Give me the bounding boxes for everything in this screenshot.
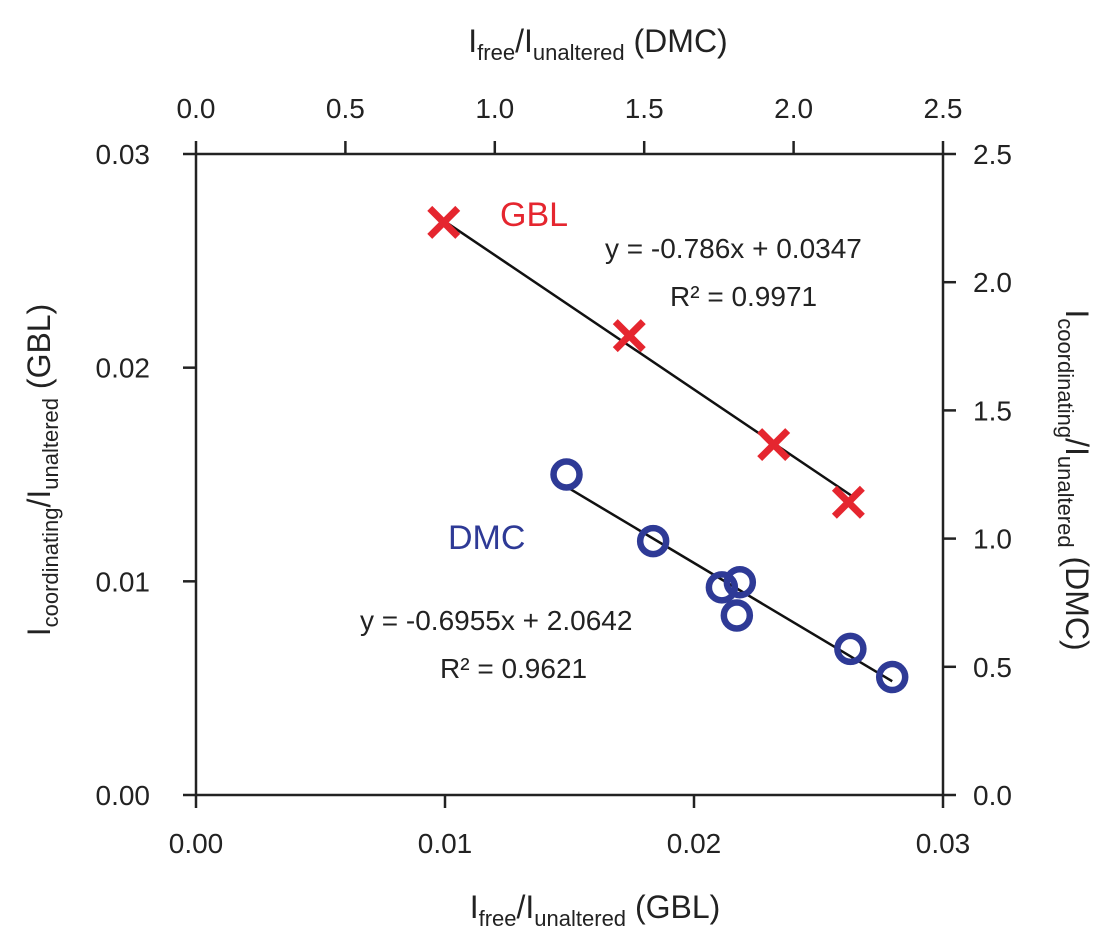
dmc-data-point [636, 524, 670, 558]
bottom-axis-tick-label: 0.01 [418, 828, 473, 859]
left-axis-tick-label: 0.00 [96, 780, 151, 811]
top-axis-tick-label: 2.5 [924, 93, 963, 124]
dmc-data-point [723, 565, 757, 599]
y-axis-title-left: Icoordinating/Iunaltered (GBL) [21, 304, 63, 637]
right-axis-tick-label: 0.0 [973, 780, 1012, 811]
dmc-data-point [875, 660, 909, 694]
dmc-data-point [720, 599, 754, 632]
right-axis-tick-label: 2.0 [973, 267, 1012, 298]
dmc-series-label: DMC [448, 519, 525, 557]
x-axis-title-bottom: Ifree/Iunaltered (GBL) [470, 889, 721, 931]
dmc-data-point [550, 458, 583, 491]
left-axis-tick-label: 0.03 [96, 139, 151, 170]
dmc-data-point [834, 632, 867, 666]
y-axis-title-right: Icoordinating/Iunaltered (DMC) [1053, 309, 1095, 650]
plot-frame [194, 152, 945, 797]
top-axis-tick-label: 1.5 [625, 93, 664, 124]
top-axis-tick-label: 2.0 [774, 93, 813, 124]
gbl-fit-r2: R² = 0.9971 [670, 281, 817, 312]
gbl-data-point [757, 428, 791, 462]
axis-ticks [183, 141, 956, 808]
data-markers [427, 205, 909, 694]
dmc-fit-equation: y = -0.6955x + 2.0642 [360, 605, 632, 636]
gbl-fit-equation: y = -0.786x + 0.0347 [605, 233, 862, 264]
bottom-axis-tick-label: 0.03 [916, 828, 971, 859]
dmc-data-point [705, 571, 739, 604]
x-axis-title-top: Ifree/Iunaltered (DMC) [468, 23, 727, 65]
top-axis-tick-label: 0.5 [326, 93, 365, 124]
right-axis-tick-label: 1.5 [973, 395, 1012, 426]
bottom-axis-tick-label: 0.00 [169, 828, 224, 859]
left-axis-tick-label: 0.01 [96, 566, 151, 597]
right-axis-tick-label: 0.5 [973, 652, 1012, 683]
gbl-series-label: GBL [500, 196, 568, 234]
dmc-fit-r2: R² = 0.9621 [440, 653, 587, 684]
gbl-data-point [427, 205, 461, 239]
gbl-data-point [612, 319, 646, 353]
bottom-axis-tick-label: 0.02 [667, 828, 722, 859]
right-axis-tick-label: 1.0 [973, 524, 1012, 555]
axis-tick-labels: 0.00 0.01 0.02 0.030.0 0.5 1.0 1.5 2.0 2.50.000.… [96, 93, 1012, 859]
right-axis-tick-label: 2.5 [973, 139, 1012, 170]
gbl-data-point [831, 485, 865, 519]
plot-border [194, 152, 945, 797]
top-axis-tick-label: 0.0 [177, 93, 216, 124]
top-axis-tick-label: 1.0 [475, 93, 514, 124]
left-axis-tick-label: 0.02 [96, 353, 151, 384]
